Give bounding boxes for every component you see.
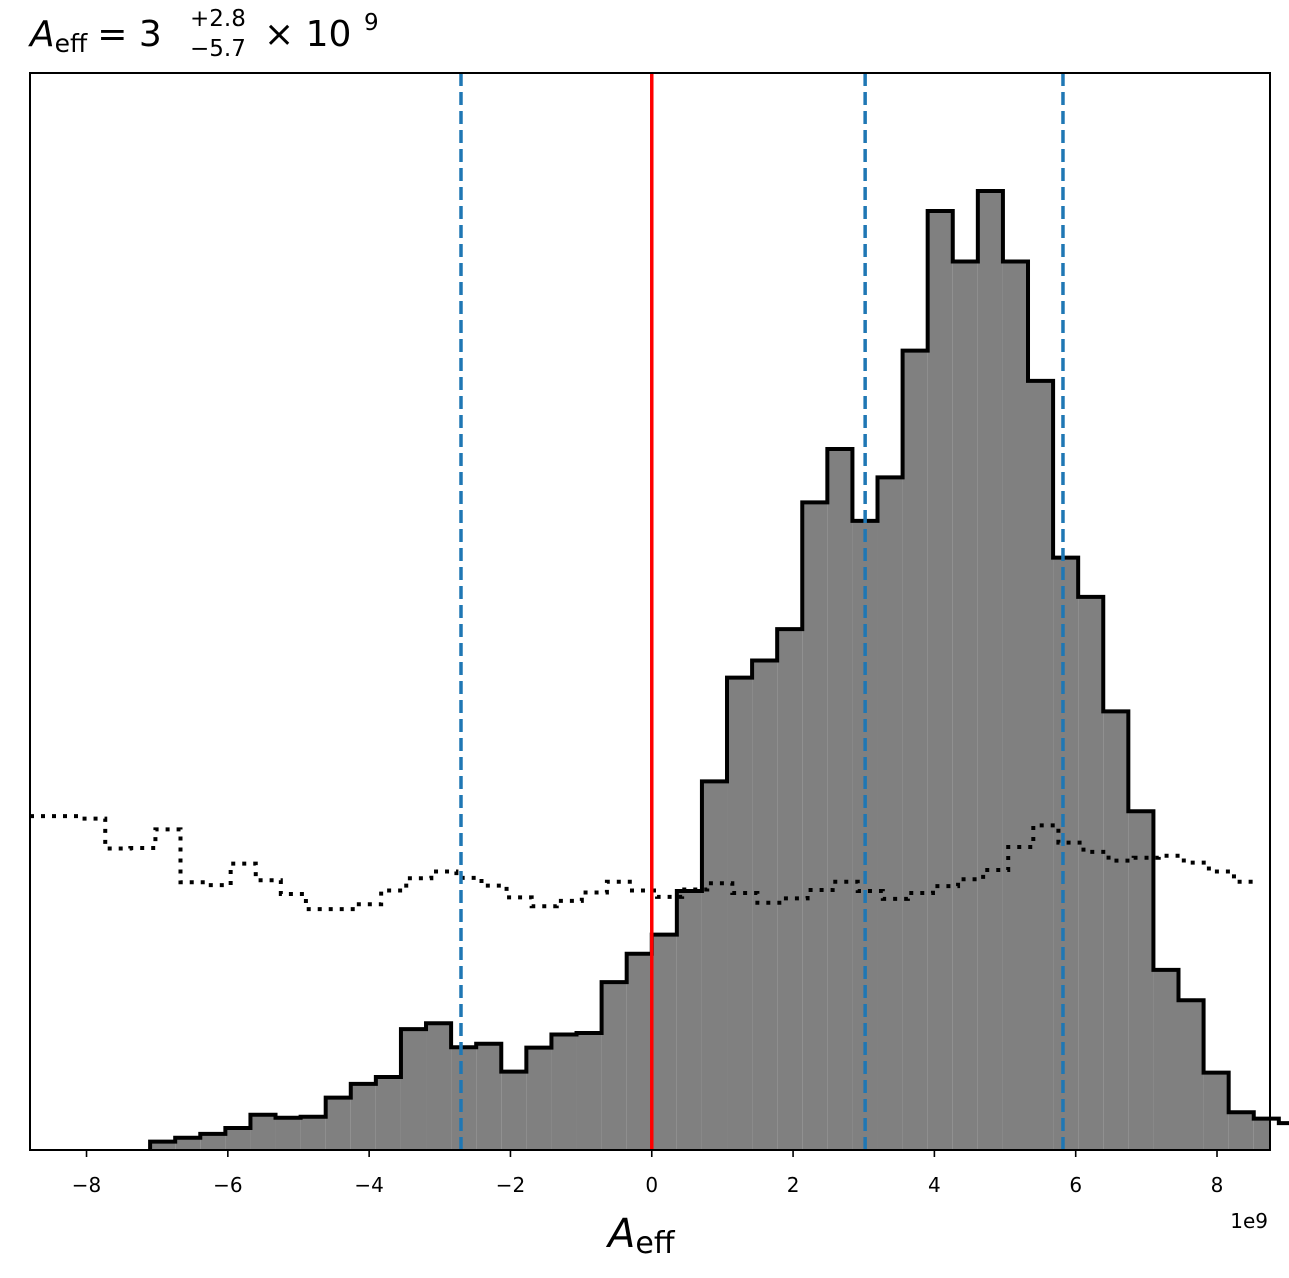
posterior-bar xyxy=(651,934,677,1150)
posterior-bar xyxy=(175,1137,201,1150)
posterior-bar xyxy=(275,1117,301,1150)
posterior-bar xyxy=(576,1032,602,1150)
posterior-bar xyxy=(200,1133,226,1150)
posterior-bar xyxy=(451,1047,477,1150)
posterior-bar xyxy=(777,629,803,1150)
posterior-bar xyxy=(1253,1118,1270,1150)
title-equals: = 3 xyxy=(97,14,162,55)
posterior-bar xyxy=(250,1114,276,1150)
reference-lines xyxy=(459,73,1065,1150)
posterior-bar xyxy=(727,677,753,1150)
posterior-bar xyxy=(1153,969,1179,1150)
title-upper-error: +2.8 xyxy=(190,6,246,32)
posterior-bar xyxy=(1078,596,1104,1150)
posterior-bar xyxy=(952,261,978,1151)
x-tick-label: −4 xyxy=(354,1173,383,1197)
x-tick-label: 8 xyxy=(1211,1173,1224,1197)
posterior-bar xyxy=(300,1116,326,1150)
xlabel-symbol: A xyxy=(605,1211,635,1257)
posterior-bar xyxy=(802,502,828,1150)
posterior-bar xyxy=(827,448,853,1150)
plot-area: −8 −6 −4 −2 0 2 4 6 8 xyxy=(29,72,1289,1197)
posterior-bar xyxy=(150,1141,176,1150)
posterior-bar xyxy=(1028,380,1054,1151)
x-axis-ticks: −8 −6 −4 −2 0 2 4 6 8 xyxy=(72,1150,1224,1197)
posterior-bar xyxy=(1228,1112,1254,1150)
title-lower-error: −5.7 xyxy=(190,36,246,62)
posterior-bar xyxy=(1053,557,1079,1150)
posterior-outline xyxy=(148,188,1289,1150)
x-tick-label: 2 xyxy=(787,1173,800,1197)
x-tick-label: 4 xyxy=(928,1173,941,1197)
posterior-bar xyxy=(476,1043,502,1150)
posterior-bar xyxy=(1203,1072,1229,1150)
posterior-bar xyxy=(426,1023,452,1150)
posterior-bar xyxy=(501,1071,527,1150)
x-tick-label: 0 xyxy=(645,1173,658,1197)
posterior-bar xyxy=(1103,711,1129,1150)
posterior-bar xyxy=(1128,811,1154,1150)
x-tick-label: −2 xyxy=(496,1173,525,1197)
x-tick-label: −6 xyxy=(213,1173,242,1197)
posterior-bar xyxy=(752,660,778,1150)
title-symbol: A xyxy=(28,14,55,55)
posterior-bar xyxy=(526,1047,552,1150)
x-axis-label: Aeff xyxy=(605,1211,676,1261)
title-subscript: eff xyxy=(55,29,88,58)
posterior-bar xyxy=(350,1083,376,1150)
posterior-bar xyxy=(375,1077,401,1150)
x-tick-label: 6 xyxy=(1069,1173,1082,1197)
posterior-bar xyxy=(1002,261,1029,1151)
posterior-histogram xyxy=(148,188,1289,1151)
posterior-bar xyxy=(902,350,928,1150)
posterior-bar xyxy=(1178,1000,1204,1150)
posterior-bar xyxy=(400,1029,427,1150)
title-exponent: 9 xyxy=(364,10,379,36)
posterior-bar xyxy=(676,891,702,1150)
posterior-bar xyxy=(977,190,1003,1150)
chart-title: Aeff = 3 xyxy=(28,14,162,58)
posterior-bar xyxy=(225,1127,251,1150)
posterior-bar xyxy=(927,211,953,1150)
xlabel-subscript: eff xyxy=(635,1226,675,1261)
title-times: × 10 xyxy=(264,14,351,55)
x-tick-label: −8 xyxy=(72,1173,101,1197)
posterior-bar xyxy=(877,477,903,1151)
plot-frame xyxy=(29,72,1271,1151)
posterior-bar xyxy=(601,982,627,1150)
posterior-bar xyxy=(325,1097,351,1150)
posterior-bar xyxy=(551,1034,577,1150)
x-axis-offset-label: 1e9 xyxy=(1230,1209,1268,1233)
posterior-bar xyxy=(701,781,728,1150)
posterior-bar xyxy=(626,953,652,1150)
